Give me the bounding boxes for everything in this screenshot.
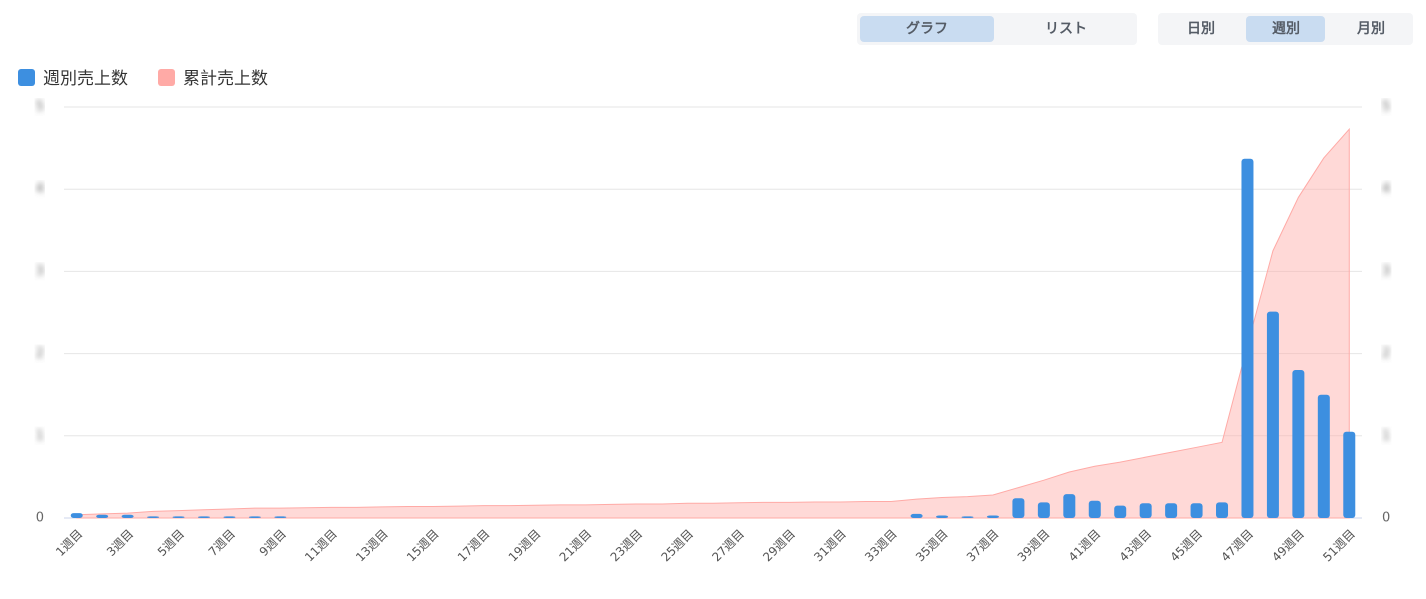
bar [1241,158,1254,518]
view-list-button[interactable]: リスト [1045,21,1087,37]
x-tick-label: 11週目 [302,527,340,565]
legend-label: 累計売上数 [183,69,268,89]
y2-tick-label: 3 [1382,264,1390,279]
y-tick-label: 3 [36,264,44,279]
bar [1139,503,1152,518]
toggle-active [860,16,994,42]
bar [1292,370,1305,518]
weekly-button[interactable]: 週別 [1272,21,1300,37]
x-tick-label: 35週目 [913,527,951,565]
x-tick-label: 31週目 [811,527,849,565]
legend-label: 週別売上数 [43,69,128,89]
y-tick-label: 1 [36,428,44,443]
x-tick-label: 7週目 [206,527,238,559]
y2-tick-label: 0 [1382,511,1390,526]
x-tick-label: 3週目 [104,527,136,559]
bar [986,515,999,518]
y2-tick-label: 1 [1382,428,1390,443]
bar [70,513,83,518]
bar [223,516,236,518]
bar [1037,502,1050,518]
toggle-active [1246,16,1325,42]
x-tick-label: 1週目 [53,527,85,559]
y-tick-label: 2 [36,346,44,361]
period-toggle: 日別 週別 月別 [1158,13,1413,45]
legend-swatch [158,69,175,86]
bar [961,516,974,518]
bar [1190,503,1203,518]
x-tick-label: 19週目 [506,527,544,565]
bar [1063,494,1076,518]
x-tick-label: 25週目 [658,527,696,565]
x-tick-label: 43週目 [1117,527,1155,565]
bar [96,514,109,518]
bar [1343,431,1356,518]
bar [147,516,160,518]
bar [172,516,185,518]
y-tick-label: 4 [36,182,44,197]
x-tick-label: 23週目 [608,527,646,565]
x-tick-label: 37週目 [964,527,1002,565]
y-tick-label: 5 [36,100,44,115]
x-tick-label: 41週目 [1066,527,1104,565]
bar [910,513,923,518]
bar [197,516,210,518]
x-tick-label: 49週目 [1269,527,1307,565]
area [76,127,1350,519]
view-graph-button[interactable]: グラフ [906,20,948,37]
y-tick-label: 0 [36,511,44,526]
y2-tick-label: 4 [1382,182,1390,197]
monthly-button[interactable]: 月別 [1356,21,1385,37]
bar [1165,503,1178,518]
x-tick-label: 47週目 [1218,527,1256,565]
bar [1266,311,1279,518]
x-tick-label: 17週目 [455,527,493,565]
bar [274,516,287,518]
y2-tick-label: 5 [1382,100,1390,115]
bar [936,515,949,518]
bar [1114,505,1127,518]
x-tick-label: 45週目 [1167,527,1205,565]
view-toggle: グラフ リスト [857,13,1137,45]
x-tick-label: 21週目 [557,527,595,565]
x-tick-label: 39週目 [1015,527,1053,565]
x-tick-label: 29週目 [760,527,798,565]
bar [248,516,261,518]
y2-tick-label: 2 [1382,346,1390,361]
bar [1012,498,1025,518]
bar [121,514,134,518]
x-tick-label: 9週目 [257,527,289,559]
x-tick-label: 27週目 [709,527,747,565]
x-tick-label: 51週目 [1320,527,1358,565]
x-tick-label: 13週目 [353,527,391,565]
bar [1216,502,1229,518]
daily-button[interactable]: 日別 [1187,21,1215,37]
x-tick-label: 15週目 [404,527,442,565]
x-tick-label: 33週目 [862,527,900,565]
x-tick-label: 5週目 [155,527,187,559]
bar [1317,394,1330,518]
legend-swatch [18,69,35,86]
bar [1088,500,1101,518]
